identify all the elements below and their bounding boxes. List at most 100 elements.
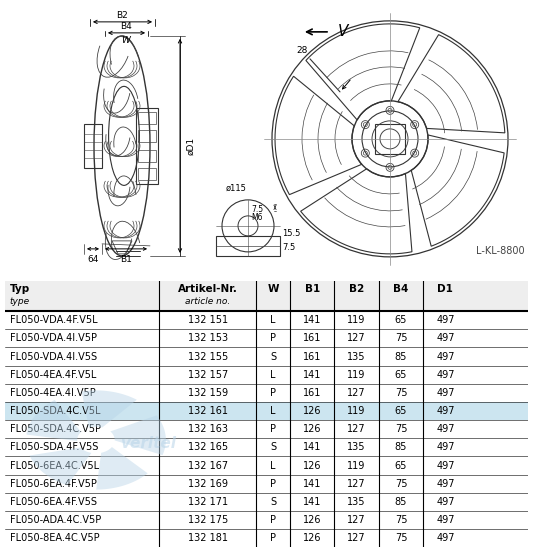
Bar	[216, 236, 280, 256]
Text: W: W	[122, 36, 131, 46]
Text: S: S	[270, 351, 276, 361]
Bar	[5, 402, 528, 420]
Text: FL050-VDA.4I.V5P: FL050-VDA.4I.V5P	[10, 333, 96, 343]
Text: 7.5: 7.5	[282, 243, 295, 252]
Text: 75: 75	[395, 333, 407, 343]
Text: 85: 85	[395, 497, 407, 507]
Bar	[5, 329, 528, 348]
Text: 141: 141	[303, 478, 321, 489]
Text: FL050-VDA.4I.V5S: FL050-VDA.4I.V5S	[10, 351, 96, 361]
Text: øD1: øD1	[186, 137, 195, 155]
Text: 497: 497	[436, 370, 455, 379]
Text: 497: 497	[436, 388, 455, 398]
Text: FL050-VDA.4F.V5L: FL050-VDA.4F.V5L	[10, 315, 97, 325]
Text: 132 159: 132 159	[188, 388, 228, 398]
Text: M6: M6	[251, 213, 262, 222]
Text: 497: 497	[436, 333, 455, 343]
Bar	[5, 456, 528, 475]
Bar	[5, 384, 528, 402]
Text: 497: 497	[436, 478, 455, 489]
Text: 126: 126	[303, 533, 321, 543]
Text: 75: 75	[395, 424, 407, 434]
Bar	[138, 112, 156, 124]
Text: 119: 119	[348, 370, 366, 379]
Text: 127: 127	[348, 533, 366, 543]
Text: 497: 497	[436, 424, 455, 434]
Text: 135: 135	[348, 351, 366, 361]
Text: 127: 127	[348, 478, 366, 489]
Text: 497: 497	[436, 442, 455, 452]
Text: ø115: ø115	[226, 184, 247, 193]
Text: 161: 161	[303, 388, 321, 398]
Text: 126: 126	[303, 515, 321, 525]
Bar	[5, 420, 528, 438]
Text: 126: 126	[303, 424, 321, 434]
Text: V: V	[338, 24, 349, 40]
Text: 75: 75	[395, 515, 407, 525]
Text: L-KL-8800: L-KL-8800	[477, 246, 525, 256]
Text: B1: B1	[120, 255, 132, 264]
Bar	[84, 124, 102, 168]
Text: B4: B4	[120, 23, 132, 31]
Text: FL050-SDA.4F.V5S: FL050-SDA.4F.V5S	[10, 442, 98, 452]
Text: B1: B1	[304, 284, 320, 294]
Text: 65: 65	[395, 460, 407, 471]
Bar	[138, 150, 156, 162]
Text: 141: 141	[303, 370, 321, 379]
Text: P: P	[270, 333, 276, 343]
Text: 497: 497	[436, 497, 455, 507]
Bar	[5, 438, 528, 456]
Text: veritel: veritel	[120, 436, 176, 450]
Text: 85: 85	[395, 442, 407, 452]
Text: 15.5: 15.5	[282, 229, 301, 238]
Text: 28: 28	[297, 46, 308, 56]
Text: 119: 119	[348, 460, 366, 471]
Bar	[375, 124, 405, 154]
Text: 75: 75	[395, 533, 407, 543]
Text: type: type	[10, 298, 30, 306]
Text: 127: 127	[348, 333, 366, 343]
Text: 132 165: 132 165	[188, 442, 228, 452]
Text: FL050-6EA.4F.V5S: FL050-6EA.4F.V5S	[10, 497, 96, 507]
Text: 161: 161	[303, 351, 321, 361]
Text: 497: 497	[436, 533, 455, 543]
Text: 126: 126	[303, 460, 321, 471]
Text: 75: 75	[395, 478, 407, 489]
Text: FL050-6EA.4C.V5L: FL050-6EA.4C.V5L	[10, 460, 99, 471]
Text: 119: 119	[348, 315, 366, 325]
Text: 497: 497	[436, 351, 455, 361]
Bar	[5, 529, 528, 547]
Text: 75: 75	[395, 388, 407, 398]
Text: B2: B2	[116, 12, 128, 20]
Bar	[5, 511, 528, 529]
Text: article no.: article no.	[185, 298, 230, 306]
Text: 132 181: 132 181	[188, 533, 228, 543]
Text: FL050-SDA.4C.V5P: FL050-SDA.4C.V5P	[10, 424, 101, 434]
Text: P: P	[270, 515, 276, 525]
Text: L: L	[270, 370, 276, 379]
Text: 65: 65	[395, 315, 407, 325]
Bar	[138, 130, 156, 142]
Text: 132 175: 132 175	[188, 515, 228, 525]
Text: 497: 497	[436, 460, 455, 471]
Text: L: L	[270, 315, 276, 325]
Text: L: L	[270, 460, 276, 471]
Text: 127: 127	[348, 388, 366, 398]
Bar	[5, 348, 528, 366]
Text: S: S	[270, 442, 276, 452]
Text: 85: 85	[395, 351, 407, 361]
Bar	[5, 493, 528, 511]
Bar	[5, 311, 528, 329]
Bar	[136, 108, 158, 184]
Polygon shape	[82, 390, 137, 428]
Polygon shape	[29, 448, 92, 485]
Text: 141: 141	[303, 442, 321, 452]
Text: 132 163: 132 163	[188, 424, 228, 434]
Text: 127: 127	[348, 424, 366, 434]
Text: 65: 65	[395, 406, 407, 416]
Text: 132 167: 132 167	[188, 460, 228, 471]
Text: FL050-4EA.4F.V5L: FL050-4EA.4F.V5L	[10, 370, 96, 379]
Text: FL050-SDA.4C.V5L: FL050-SDA.4C.V5L	[10, 406, 100, 416]
Polygon shape	[27, 400, 81, 441]
Text: P: P	[270, 533, 276, 543]
